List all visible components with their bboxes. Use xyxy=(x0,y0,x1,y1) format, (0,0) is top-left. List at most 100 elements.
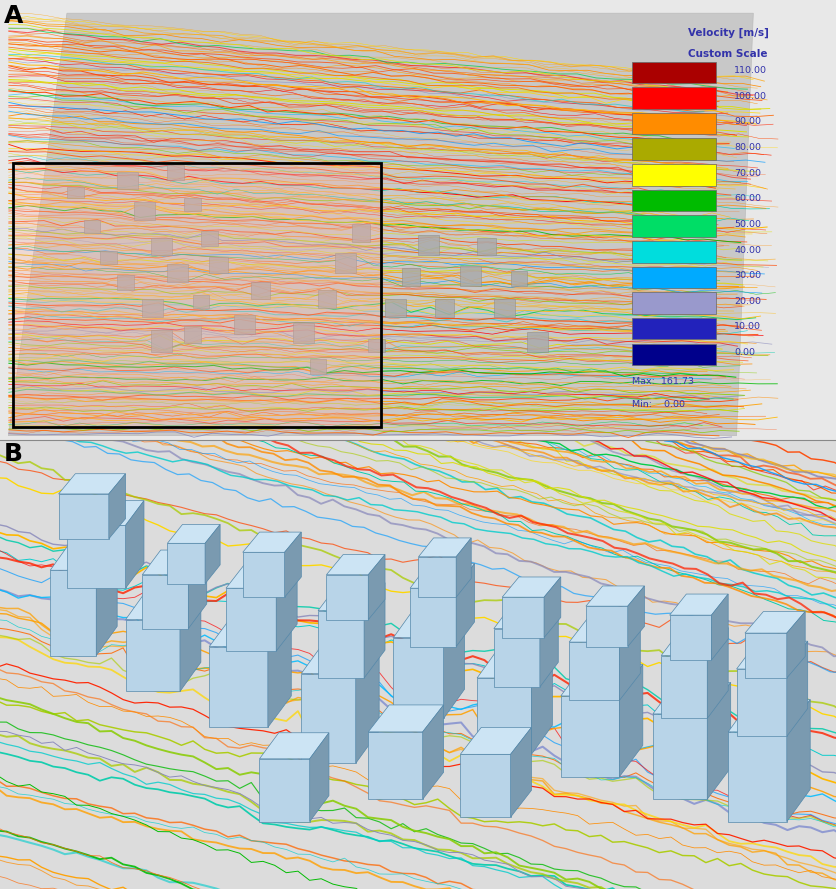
Bar xyxy=(493,300,514,316)
Polygon shape xyxy=(368,732,422,799)
Polygon shape xyxy=(242,552,284,597)
Bar xyxy=(631,292,715,314)
Polygon shape xyxy=(309,733,329,821)
Text: 50.00: 50.00 xyxy=(733,220,760,229)
Polygon shape xyxy=(568,642,619,701)
Polygon shape xyxy=(493,629,539,687)
Polygon shape xyxy=(652,714,706,799)
Bar xyxy=(293,324,314,343)
Text: Min:    0.00: Min: 0.00 xyxy=(631,400,684,409)
Polygon shape xyxy=(660,655,706,718)
Polygon shape xyxy=(627,586,644,646)
Polygon shape xyxy=(585,606,627,646)
Bar xyxy=(150,330,171,352)
Bar xyxy=(150,237,171,255)
Polygon shape xyxy=(744,612,804,633)
Bar xyxy=(309,358,326,374)
Bar xyxy=(631,267,715,288)
Bar xyxy=(251,282,269,300)
Bar xyxy=(184,325,201,343)
Bar xyxy=(631,139,715,160)
Polygon shape xyxy=(326,555,385,575)
Polygon shape xyxy=(50,570,96,655)
Polygon shape xyxy=(326,575,368,620)
Polygon shape xyxy=(560,696,619,777)
Text: 80.00: 80.00 xyxy=(733,143,760,152)
Polygon shape xyxy=(142,575,188,629)
Polygon shape xyxy=(67,501,144,525)
Bar xyxy=(460,266,481,286)
Polygon shape xyxy=(410,564,474,589)
Polygon shape xyxy=(284,533,301,597)
Polygon shape xyxy=(301,674,355,764)
Polygon shape xyxy=(259,733,329,759)
Polygon shape xyxy=(669,594,727,615)
Polygon shape xyxy=(619,615,640,701)
Text: 110.00: 110.00 xyxy=(733,66,766,76)
Bar xyxy=(631,164,715,186)
Polygon shape xyxy=(786,612,804,678)
Bar xyxy=(334,253,355,273)
Polygon shape xyxy=(619,665,642,777)
Text: B: B xyxy=(4,443,23,467)
Bar xyxy=(201,231,217,246)
Polygon shape xyxy=(209,615,291,646)
Polygon shape xyxy=(460,727,531,754)
Polygon shape xyxy=(142,550,206,575)
Polygon shape xyxy=(786,641,807,736)
Polygon shape xyxy=(301,641,379,674)
Bar xyxy=(385,300,405,316)
Polygon shape xyxy=(502,577,560,597)
Polygon shape xyxy=(205,525,220,584)
Polygon shape xyxy=(477,678,531,754)
Polygon shape xyxy=(736,669,786,736)
Bar xyxy=(510,270,527,286)
Polygon shape xyxy=(226,561,297,589)
Bar xyxy=(167,264,188,282)
Bar xyxy=(234,315,255,334)
Bar xyxy=(527,332,548,352)
Bar xyxy=(631,87,715,108)
Polygon shape xyxy=(744,633,786,678)
Polygon shape xyxy=(50,541,117,570)
Bar xyxy=(351,224,370,242)
Polygon shape xyxy=(456,538,471,597)
Polygon shape xyxy=(59,494,109,539)
Text: 10.00: 10.00 xyxy=(733,323,760,332)
Polygon shape xyxy=(8,13,752,436)
Bar xyxy=(84,220,100,233)
Polygon shape xyxy=(318,583,385,611)
Text: Custom Scale: Custom Scale xyxy=(687,49,767,59)
Polygon shape xyxy=(268,615,291,727)
Polygon shape xyxy=(727,732,786,821)
Text: Velocity [m/s]: Velocity [m/s] xyxy=(686,28,767,38)
Polygon shape xyxy=(226,589,276,651)
Polygon shape xyxy=(125,501,144,589)
Polygon shape xyxy=(460,754,510,817)
Polygon shape xyxy=(59,474,125,494)
Polygon shape xyxy=(410,589,456,646)
Bar xyxy=(631,318,715,340)
Polygon shape xyxy=(443,608,464,718)
Polygon shape xyxy=(393,608,464,637)
Bar xyxy=(435,300,453,316)
Polygon shape xyxy=(67,525,125,589)
Polygon shape xyxy=(418,538,471,557)
Polygon shape xyxy=(167,525,220,543)
Bar xyxy=(477,237,495,255)
Polygon shape xyxy=(209,646,268,727)
Polygon shape xyxy=(652,683,730,714)
Bar xyxy=(631,343,715,365)
Text: 90.00: 90.00 xyxy=(733,117,760,126)
Polygon shape xyxy=(180,590,201,692)
Bar xyxy=(631,113,715,134)
Bar xyxy=(100,251,117,264)
Polygon shape xyxy=(568,615,640,642)
Polygon shape xyxy=(711,594,727,660)
Polygon shape xyxy=(560,665,642,696)
Text: 40.00: 40.00 xyxy=(733,245,760,254)
Bar xyxy=(67,187,84,198)
Polygon shape xyxy=(706,628,727,718)
Polygon shape xyxy=(736,641,807,669)
Polygon shape xyxy=(318,611,364,678)
